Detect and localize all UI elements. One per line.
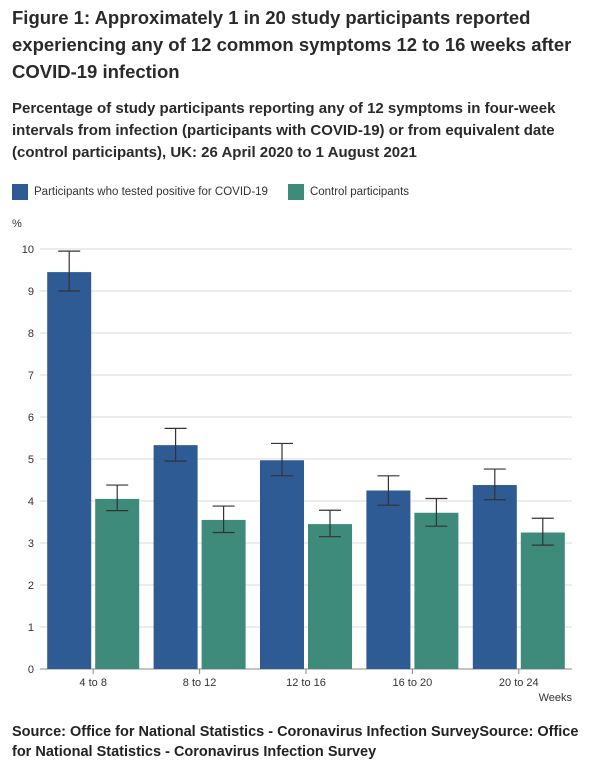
- bar-positive: [472, 485, 517, 669]
- y-tick-label: 2: [28, 580, 34, 592]
- x-tick-label: 20 to 24: [499, 677, 539, 689]
- chart-subtitle: Percentage of study participants reporti…: [12, 100, 556, 161]
- y-tick-label: 10: [22, 244, 34, 256]
- bar-positive: [260, 460, 304, 669]
- bar-positive: [153, 445, 198, 669]
- y-tick-label: 8: [28, 328, 34, 340]
- y-tick-label: 9: [28, 286, 34, 298]
- y-tick-label: 1: [28, 622, 34, 634]
- x-tick-label: 12 to 16: [286, 677, 326, 689]
- legend-label-control: Control participants: [309, 186, 410, 198]
- source-note: Source: Office for National Statistics -…: [12, 724, 579, 760]
- y-tick-label: 3: [28, 538, 34, 550]
- bar-control: [414, 512, 459, 669]
- bar-control: [520, 532, 565, 669]
- x-tick-label: 8 to 12: [183, 677, 217, 689]
- x-tick-label: 4 to 8: [79, 677, 107, 689]
- y-axis-label: %: [12, 218, 22, 230]
- bar-control: [95, 498, 140, 669]
- y-tick-label: 6: [28, 412, 34, 424]
- y-tick-label: 5: [28, 454, 34, 466]
- y-tick-label: 7: [28, 370, 34, 382]
- bar-control: [308, 524, 352, 669]
- legend-item-positive: Participants who tested positive for COV…: [12, 184, 268, 200]
- legend-swatch-positive: [12, 184, 28, 200]
- x-axis-label: Weeks: [539, 692, 573, 704]
- legend: Participants who tested positive for COV…: [12, 184, 429, 200]
- bar-control: [201, 519, 246, 669]
- bar-positive: [366, 490, 411, 669]
- legend-item-control: Control participants: [287, 184, 410, 200]
- bar-chart: 0 1 2 3 4 5 6 7 8 9 10% 4 to 8 8 to 12 12 to 16 16 to …: [12, 218, 573, 704]
- legend-swatch-control: [287, 184, 304, 200]
- bar-positive: [47, 272, 92, 669]
- y-tick-label: 4: [28, 496, 34, 508]
- x-tick-label: 16 to 20: [393, 677, 433, 689]
- legend-label-positive: Participants who tested positive for COV…: [34, 186, 268, 198]
- chart-title: Figure 1: Approximately 1 in 20 study pa…: [12, 7, 572, 82]
- y-tick-label: 0: [28, 664, 34, 676]
